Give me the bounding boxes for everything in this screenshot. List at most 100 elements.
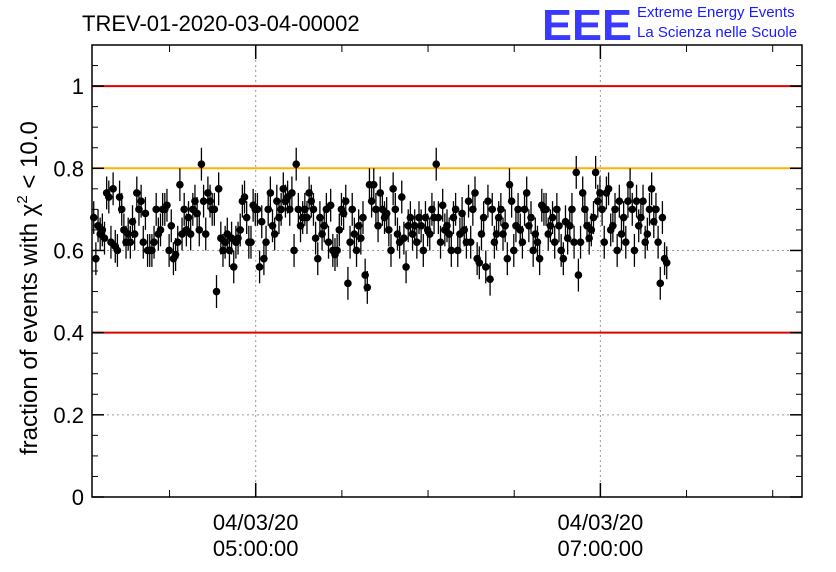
y-axis-label-prefix: fraction of events with χ <box>16 203 43 455</box>
data-point <box>176 180 184 189</box>
data-point <box>451 205 460 214</box>
data-point <box>400 234 408 242</box>
data-point <box>288 189 296 197</box>
data-point <box>266 189 275 197</box>
x-tick-label-date: 04/03/20 <box>213 510 299 535</box>
data-point <box>626 180 634 189</box>
data-point <box>214 185 223 193</box>
y-tick-label: 0 <box>72 485 84 510</box>
data-point <box>643 230 652 238</box>
data-point <box>645 205 654 214</box>
data-point <box>647 185 656 193</box>
data-point <box>117 205 126 214</box>
data-point <box>126 238 135 247</box>
data-point <box>186 230 195 238</box>
data-point <box>413 238 421 247</box>
data-point <box>484 197 492 205</box>
data-point <box>574 271 583 279</box>
data-point <box>92 254 100 263</box>
data-point <box>333 246 341 255</box>
data-point <box>604 185 613 193</box>
data-point <box>656 279 665 288</box>
data-point <box>613 246 621 255</box>
data-point <box>576 238 585 247</box>
data-point <box>173 238 182 247</box>
data-point <box>447 246 456 255</box>
data-point <box>163 201 171 210</box>
data-point <box>417 222 425 230</box>
data-point <box>559 254 568 263</box>
data-point <box>303 213 311 222</box>
y-axis-label-sup: 2 <box>14 195 31 203</box>
eee-logo: EEE Extreme Energy Events La Scienza nel… <box>542 1 797 50</box>
x-tick-label-time: 05:00:00 <box>213 536 299 561</box>
data-point <box>242 213 251 222</box>
data-point <box>591 168 600 177</box>
data-point <box>247 238 255 247</box>
data-point <box>419 246 428 255</box>
data-point <box>621 238 630 247</box>
data-point <box>527 213 535 222</box>
data-point <box>639 197 647 205</box>
data-point <box>277 205 285 214</box>
data-point <box>199 197 208 205</box>
data-point <box>89 213 98 222</box>
data-point <box>464 197 473 205</box>
data-point <box>572 168 581 177</box>
data-point <box>270 230 279 238</box>
y-tick-label: 0.2 <box>53 403 84 428</box>
data-point <box>180 205 188 214</box>
data-point <box>611 205 619 214</box>
data-point <box>156 226 165 234</box>
data-point <box>324 238 333 247</box>
data-point <box>501 222 509 230</box>
data-point <box>359 213 367 222</box>
data-point <box>130 230 139 238</box>
y-axis-label-suffix: < 10.0 <box>16 121 43 195</box>
data-point <box>662 258 671 267</box>
data-point <box>369 180 378 189</box>
data-point <box>522 189 531 197</box>
data-point <box>137 197 145 205</box>
y-tick-label: 1 <box>72 74 84 99</box>
data-point <box>313 254 322 263</box>
data-point <box>475 258 484 267</box>
data-point <box>497 205 505 214</box>
data-point <box>589 213 598 222</box>
reference-lines <box>92 85 802 334</box>
data-point <box>466 238 475 247</box>
data-point <box>348 205 357 214</box>
data-point <box>425 230 434 238</box>
logo-mark: EEE <box>542 1 632 50</box>
data-point <box>391 205 400 214</box>
data-point <box>253 205 262 214</box>
data-point <box>344 279 352 288</box>
logo-line-1: Extreme Energy Events <box>637 4 795 21</box>
y-axis-label: fraction of events with χ2 < 10.0 <box>14 121 43 455</box>
data-point <box>346 238 354 247</box>
data-point <box>385 226 393 234</box>
data-point <box>262 238 270 247</box>
data-point <box>507 197 516 205</box>
y-tick-label: 0.6 <box>53 238 84 263</box>
x-tick-label-date: 04/03/20 <box>558 510 644 535</box>
data-point <box>436 238 445 247</box>
data-point <box>471 189 479 197</box>
data-point <box>555 222 563 230</box>
data-point <box>167 222 176 230</box>
data-point <box>548 213 557 222</box>
data-point <box>630 246 639 255</box>
data-point <box>212 287 221 296</box>
data-point <box>654 238 662 247</box>
data-point <box>150 238 158 247</box>
data-point <box>486 275 494 284</box>
data-point <box>600 238 609 247</box>
data-point <box>570 238 578 247</box>
plot-frame-group <box>92 45 802 497</box>
axis-ticks <box>92 45 802 498</box>
data-point <box>210 205 219 214</box>
data-point <box>311 234 320 242</box>
data-point <box>438 201 447 210</box>
data-point <box>195 226 204 234</box>
